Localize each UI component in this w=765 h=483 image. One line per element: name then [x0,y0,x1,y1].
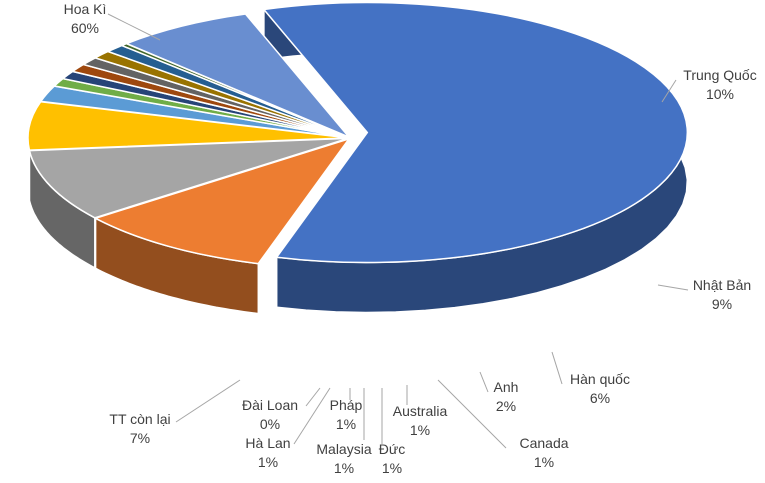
label-name-ha-lan: Hà Lan [245,435,290,451]
label-name-nhat-ban: Nhật Bản [693,277,751,293]
leader-line-tt-con-lai [175,379,241,423]
slice-trung-quoc [93,137,351,265]
label-name-han-quoc: Hàn quốc [570,371,630,387]
label-value-tt-con-lai: 7% [130,430,150,446]
label-value-malaysia: 1% [334,460,354,476]
label-name-dai-loan: Đài Loan [242,397,298,413]
leader-line-trung-quoc [661,79,677,103]
data-labels: Hoa Kì 60% Trung Quốc 10% Nhật Bản 9% Hàn quốc… [64,1,757,476]
label-name-anh: Anh [494,379,519,395]
leader-line-hoa-ki [107,13,161,41]
label-name-australia: Australia [393,403,448,419]
leader-line-han-quoc [551,351,563,385]
label-name-phap: Pháp [330,397,363,413]
leader-line-anh [479,371,489,393]
slice-nhat-ban [28,137,349,219]
label-value-hoa-ki: 60% [71,20,99,36]
leader-line-nhat-ban [657,284,689,291]
label-name-tt-con-lai: TT còn lại [109,411,170,427]
slice-tt-con-lai [124,13,350,138]
label-value-anh: 2% [496,398,516,414]
label-value-canada: 1% [534,454,554,470]
label-name-malaysia: Malaysia [316,441,371,457]
leader-line-canada [437,379,507,449]
label-name-duc: Đức [379,441,405,457]
label-value-australia: 1% [410,422,430,438]
label-value-han-quoc: 6% [590,390,610,406]
label-value-trung-quoc: 10% [706,86,734,102]
leader-line-ha-lan [293,387,331,445]
label-value-duc: 1% [382,460,402,476]
label-value-ha-lan: 1% [258,454,278,470]
slice-han-quoc [27,100,349,151]
label-value-phap: 1% [336,416,356,432]
label-value-dai-loan: 0% [260,416,280,432]
label-value-nhat-ban: 9% [712,296,732,312]
leader-line-dai-loan [305,387,321,407]
label-name-hoa-ki: Hoa Kì [64,1,107,17]
leader-lines [107,13,689,449]
label-name-trung-quoc: Trung Quốc [683,67,756,83]
label-name-canada: Canada [519,435,568,451]
slice-hoa-ki [262,1,689,264]
pie-slices [27,1,689,265]
